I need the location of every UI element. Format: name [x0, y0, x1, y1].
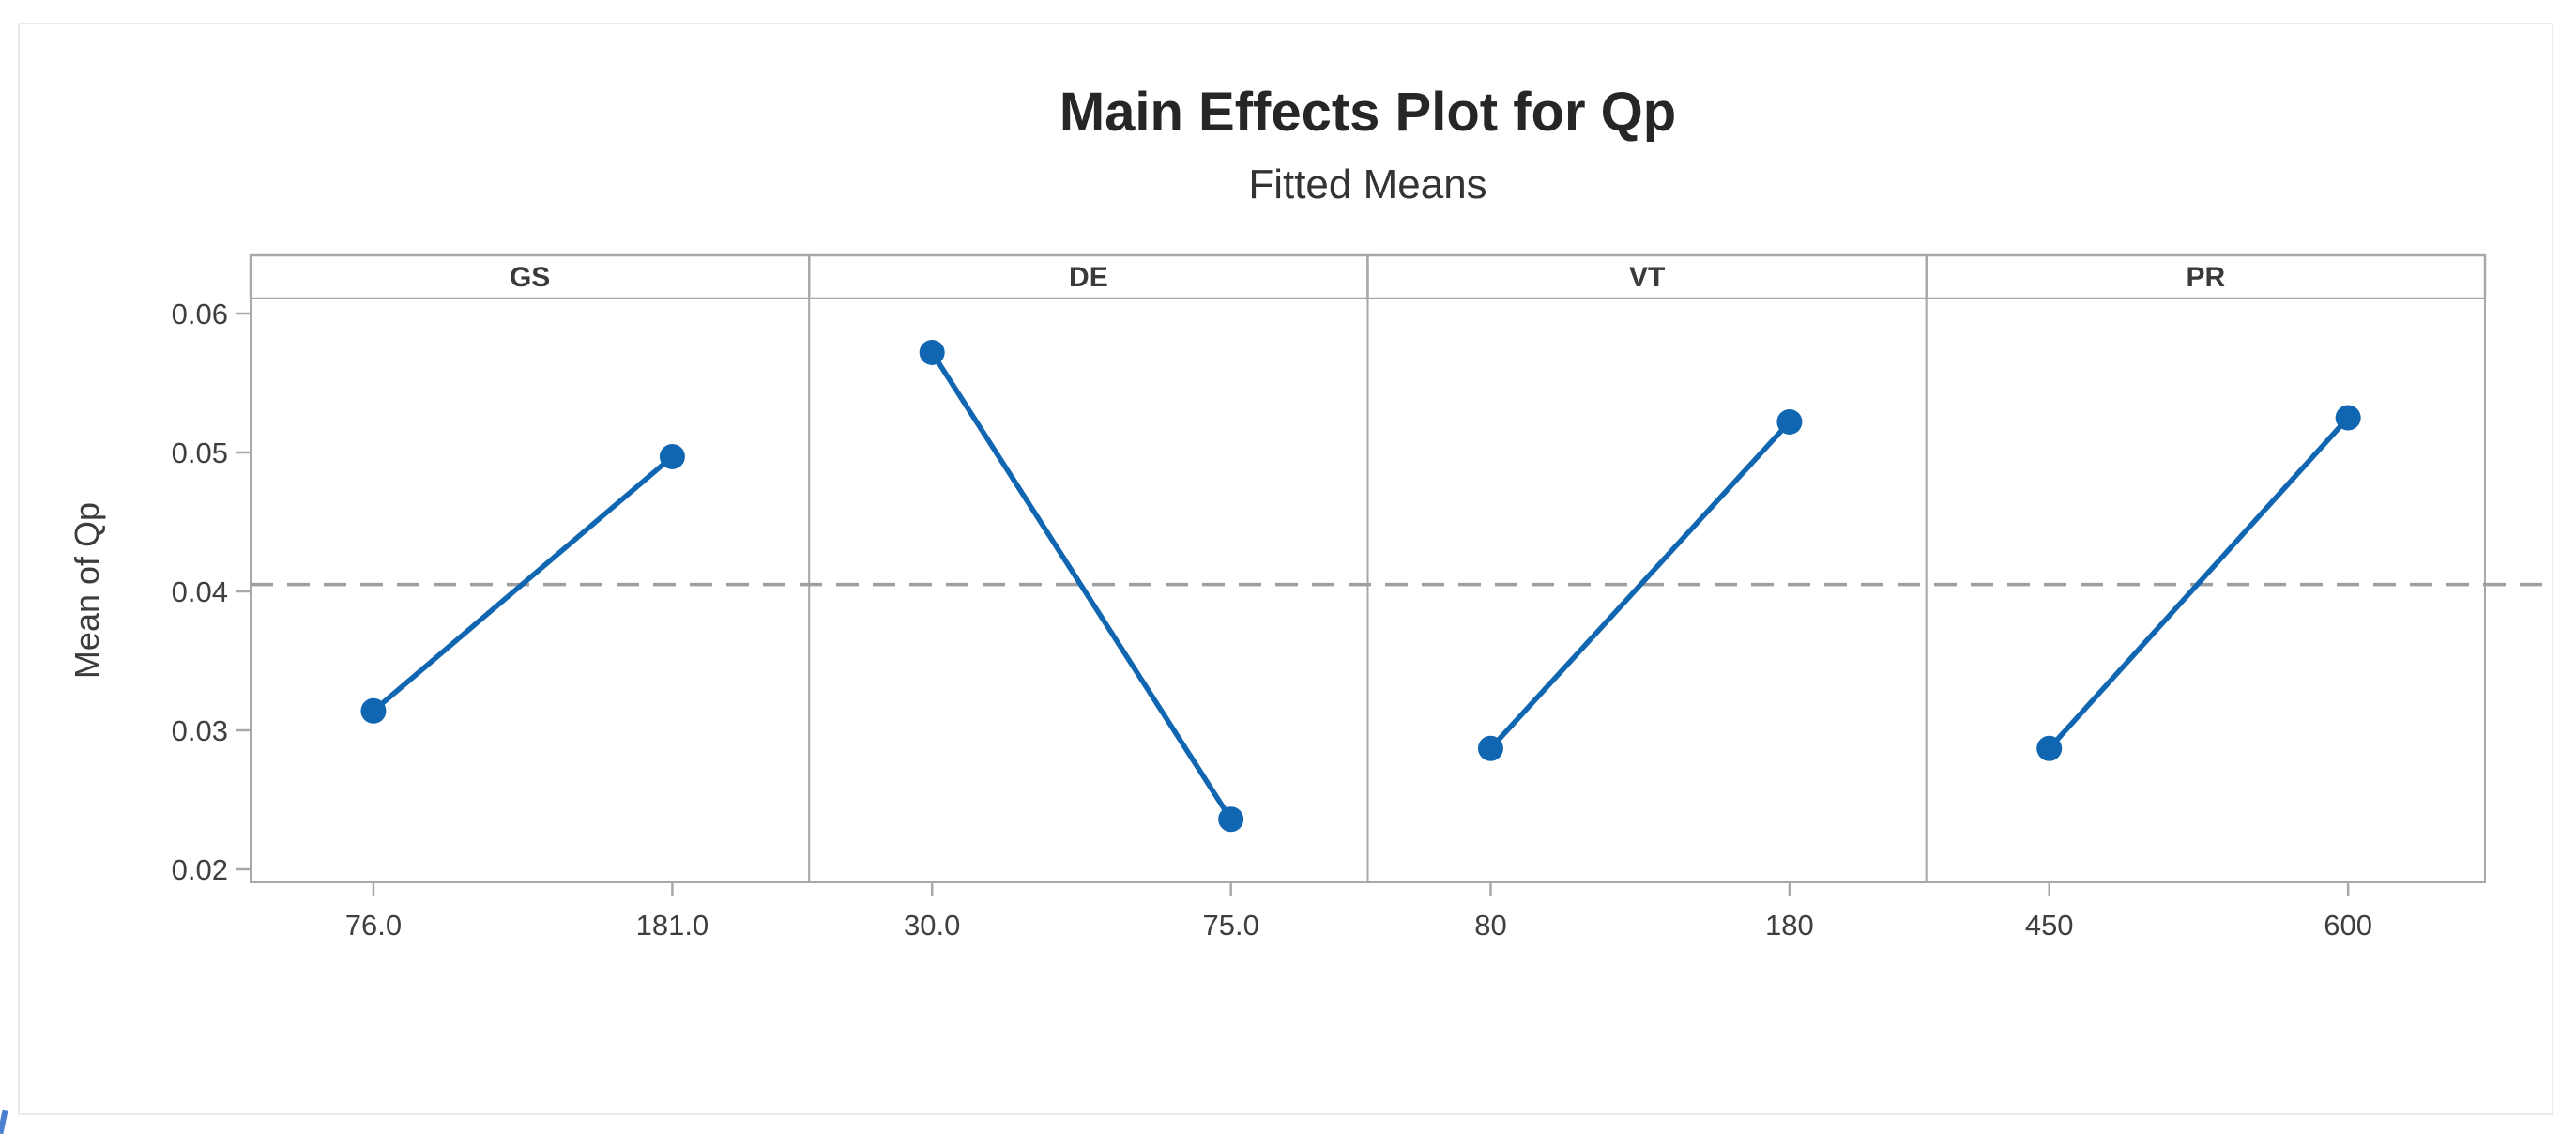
chart-subtitle: Fitted Means: [1248, 161, 1487, 207]
panel-factor-label: GS: [510, 262, 550, 293]
panel-plot-area: [1366, 298, 1928, 883]
panel-strip: [808, 253, 1369, 300]
data-point-marker: [2335, 405, 2361, 431]
data-point-marker: [659, 443, 685, 469]
x-axis-tick-label: 181.0: [636, 909, 709, 942]
y-axis-tick-label: 0.05: [172, 437, 228, 469]
panel-factor-label: PR: [2187, 262, 2226, 293]
data-point-marker: [2036, 735, 2063, 761]
data-point-marker: [1477, 735, 1503, 761]
effect-line: [2046, 415, 2351, 751]
panel-strip: [249, 253, 811, 300]
data-point-marker: [360, 697, 387, 724]
x-axis-tick-label: 180: [1765, 909, 1814, 942]
y-axis-tick-label: 0.04: [172, 575, 228, 608]
panel-plot-area: [1925, 298, 2486, 883]
data-point-marker: [919, 339, 945, 365]
effect-line: [929, 349, 1234, 822]
panel-plot-area: [808, 298, 1369, 883]
y-axis-title: Mean of Qp: [68, 502, 106, 679]
panels-group: GS DE VT PR 0.02 0.03 0.04 0.05 0.06 76.0 181.0 30.…: [172, 253, 2545, 942]
x-axis-tick-label: 600: [2324, 909, 2372, 942]
effect-line: [371, 453, 676, 714]
x-axis-tick-label: 76.0: [345, 909, 402, 942]
panel-factor-label: DE: [1069, 262, 1108, 293]
effect-line: [1487, 419, 1792, 751]
x-axis-tick-label: 80: [1474, 909, 1506, 942]
x-axis-tick-label: 30.0: [904, 909, 960, 942]
chart-title: Main Effects Plot for Qp: [1059, 82, 1677, 143]
panel-plot-area: [250, 298, 811, 883]
panel-factor-label: VT: [1629, 262, 1665, 293]
y-axis-tick-label: 0.06: [172, 298, 228, 330]
y-axis-tick-label: 0.02: [172, 853, 228, 886]
x-axis-tick-label: 450: [2025, 909, 2074, 942]
x-axis-tick-label: 75.0: [1202, 909, 1258, 942]
y-axis-tick-label: 0.03: [172, 714, 228, 747]
data-point-marker: [1218, 806, 1244, 833]
data-point-marker: [1776, 408, 1803, 435]
